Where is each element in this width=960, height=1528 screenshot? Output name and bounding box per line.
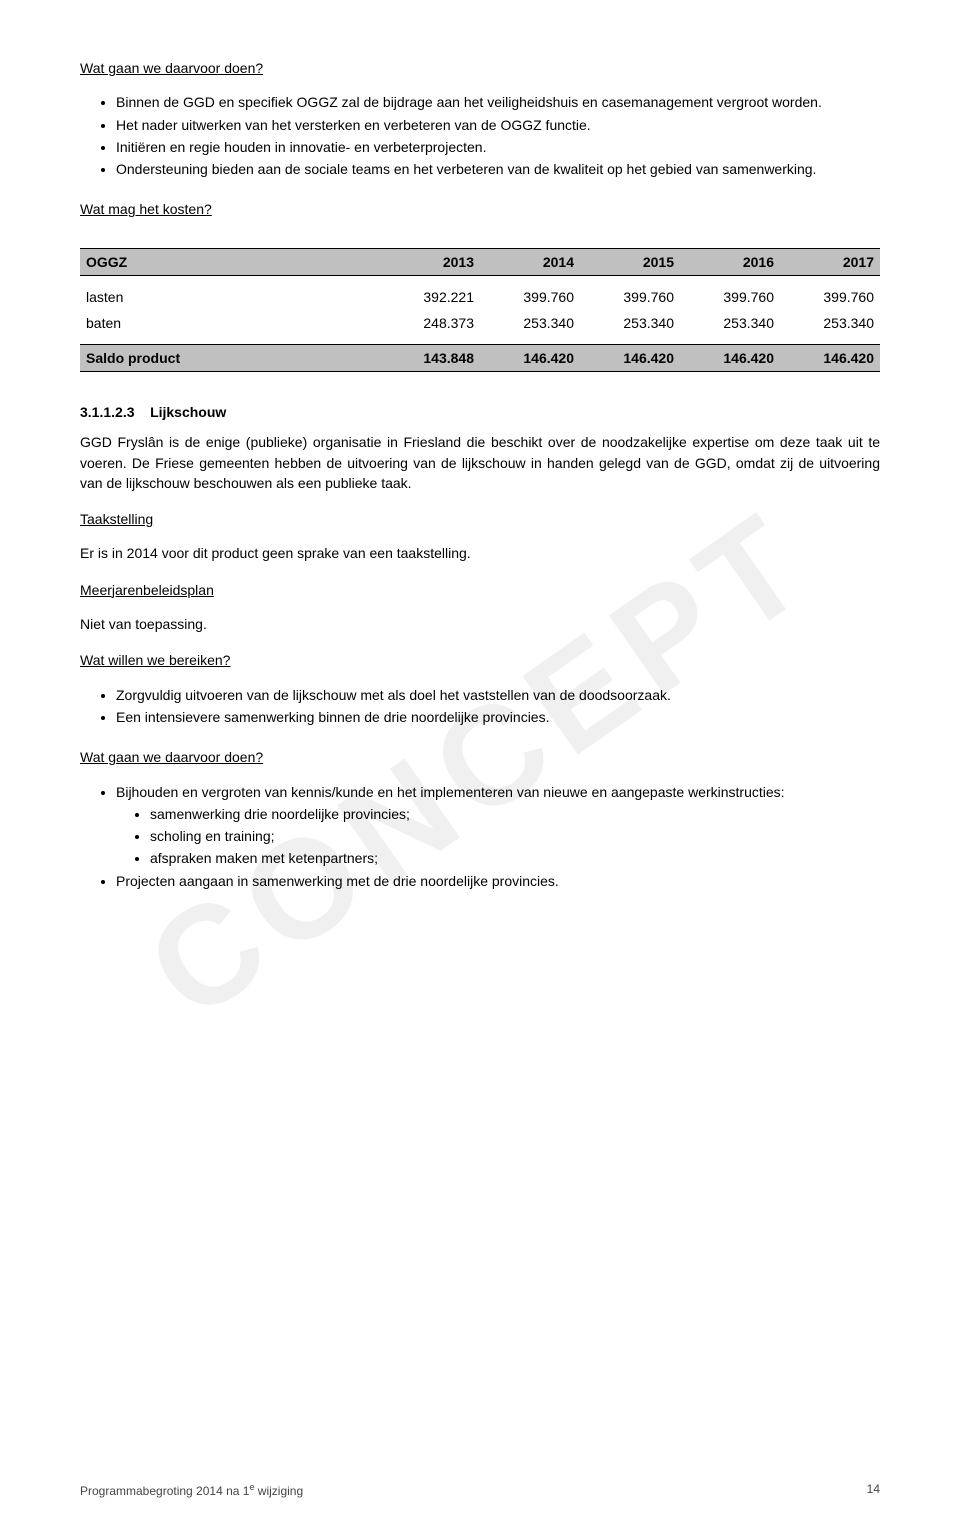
list-item: samenwerking drie noordelijke provincies… — [150, 804, 880, 824]
cell: 399.760 — [580, 284, 680, 310]
list-item: Zorgvuldig uitvoeren van de lijkschouw m… — [116, 685, 880, 705]
col-2014: 2014 — [480, 248, 580, 275]
section-number: 3.1.1.2.3 — [80, 404, 135, 420]
cell: 143.848 — [380, 344, 480, 371]
footer-page-number: 14 — [867, 1481, 880, 1500]
list-item: scholing en training; — [150, 826, 880, 846]
cell: 146.420 — [780, 344, 880, 371]
col-2017: 2017 — [780, 248, 880, 275]
cell: 392.221 — [380, 284, 480, 310]
saldo-label: Saldo product — [80, 344, 380, 371]
section-3-heading: 3.1.1.2.3 Lijkschouw — [80, 402, 880, 422]
bullets-doen: Bijhouden en vergroten van kennis/kunde … — [116, 782, 880, 891]
heading-doen-2: Wat gaan we daarvoor doen? — [80, 747, 880, 767]
oggz-table: OGGZ 2013 2014 2015 2016 2017 lasten 392… — [80, 248, 880, 372]
page-footer: Programmabegroting 2014 na 1e wijziging … — [80, 1481, 880, 1500]
list-item: Ondersteuning bieden aan de sociale team… — [116, 159, 880, 179]
heading-meerjaren: Meerjarenbeleidsplan — [80, 580, 880, 600]
meerjaren-text: Niet van toepassing. — [80, 614, 880, 634]
heading-wat-gaan-1: Wat gaan we daarvoor doen? — [80, 58, 880, 78]
cell: 253.340 — [680, 310, 780, 336]
heading-wat-kosten: Wat mag het kosten? — [80, 199, 880, 219]
list-item-text: Bijhouden en vergroten van kennis/kunde … — [116, 784, 785, 800]
sub-bullets: samenwerking drie noordelijke provincies… — [150, 804, 880, 869]
cell: 253.340 — [780, 310, 880, 336]
col-2016: 2016 — [680, 248, 780, 275]
cell: 248.373 — [380, 310, 480, 336]
cell: 399.760 — [780, 284, 880, 310]
col-2015: 2015 — [580, 248, 680, 275]
table-title: OGGZ — [80, 248, 380, 275]
list-item: afspraken maken met ketenpartners; — [150, 848, 880, 868]
section-title: Lijkschouw — [150, 404, 226, 420]
cell: 146.420 — [680, 344, 780, 371]
page-content: Wat gaan we daarvoor doen? Binnen de GGD… — [80, 58, 880, 891]
section-3-para: GGD Fryslân is de enige (publieke) organ… — [80, 432, 880, 493]
table-row: lasten 392.221 399.760 399.760 399.760 3… — [80, 284, 880, 310]
list-item: Projecten aangaan in samenwerking met de… — [116, 871, 880, 891]
cell: 146.420 — [480, 344, 580, 371]
taakstelling-text: Er is in 2014 voor dit product geen spra… — [80, 543, 880, 563]
heading-bereiken: Wat willen we bereiken? — [80, 650, 880, 670]
list-item: Initiëren en regie houden in innovatie- … — [116, 137, 880, 157]
footer-left-a: Programmabegroting 2014 na 1 — [80, 1484, 249, 1498]
bullets-s1: Binnen de GGD en specifiek OGGZ zal de b… — [116, 92, 880, 179]
heading-taakstelling: Taakstelling — [80, 509, 880, 529]
cell: 253.340 — [580, 310, 680, 336]
list-item: Het nader uitwerken van het versterken e… — [116, 115, 880, 135]
cell: 399.760 — [680, 284, 780, 310]
row-label: baten — [80, 310, 380, 336]
bullets-bereiken: Zorgvuldig uitvoeren van de lijkschouw m… — [116, 685, 880, 728]
cell: 146.420 — [580, 344, 680, 371]
col-2013: 2013 — [380, 248, 480, 275]
list-item: Bijhouden en vergroten van kennis/kunde … — [116, 782, 880, 869]
row-label: lasten — [80, 284, 380, 310]
table-row: baten 248.373 253.340 253.340 253.340 25… — [80, 310, 880, 336]
table-saldo-row: Saldo product 143.848 146.420 146.420 14… — [80, 344, 880, 371]
footer-left: Programmabegroting 2014 na 1e wijziging — [80, 1481, 303, 1500]
cell: 253.340 — [480, 310, 580, 336]
list-item: Binnen de GGD en specifiek OGGZ zal de b… — [116, 92, 880, 112]
list-item: Een intensievere samenwerking binnen de … — [116, 707, 880, 727]
table-header-row: OGGZ 2013 2014 2015 2016 2017 — [80, 248, 880, 275]
cell: 399.760 — [480, 284, 580, 310]
footer-left-b: wijziging — [254, 1484, 303, 1498]
